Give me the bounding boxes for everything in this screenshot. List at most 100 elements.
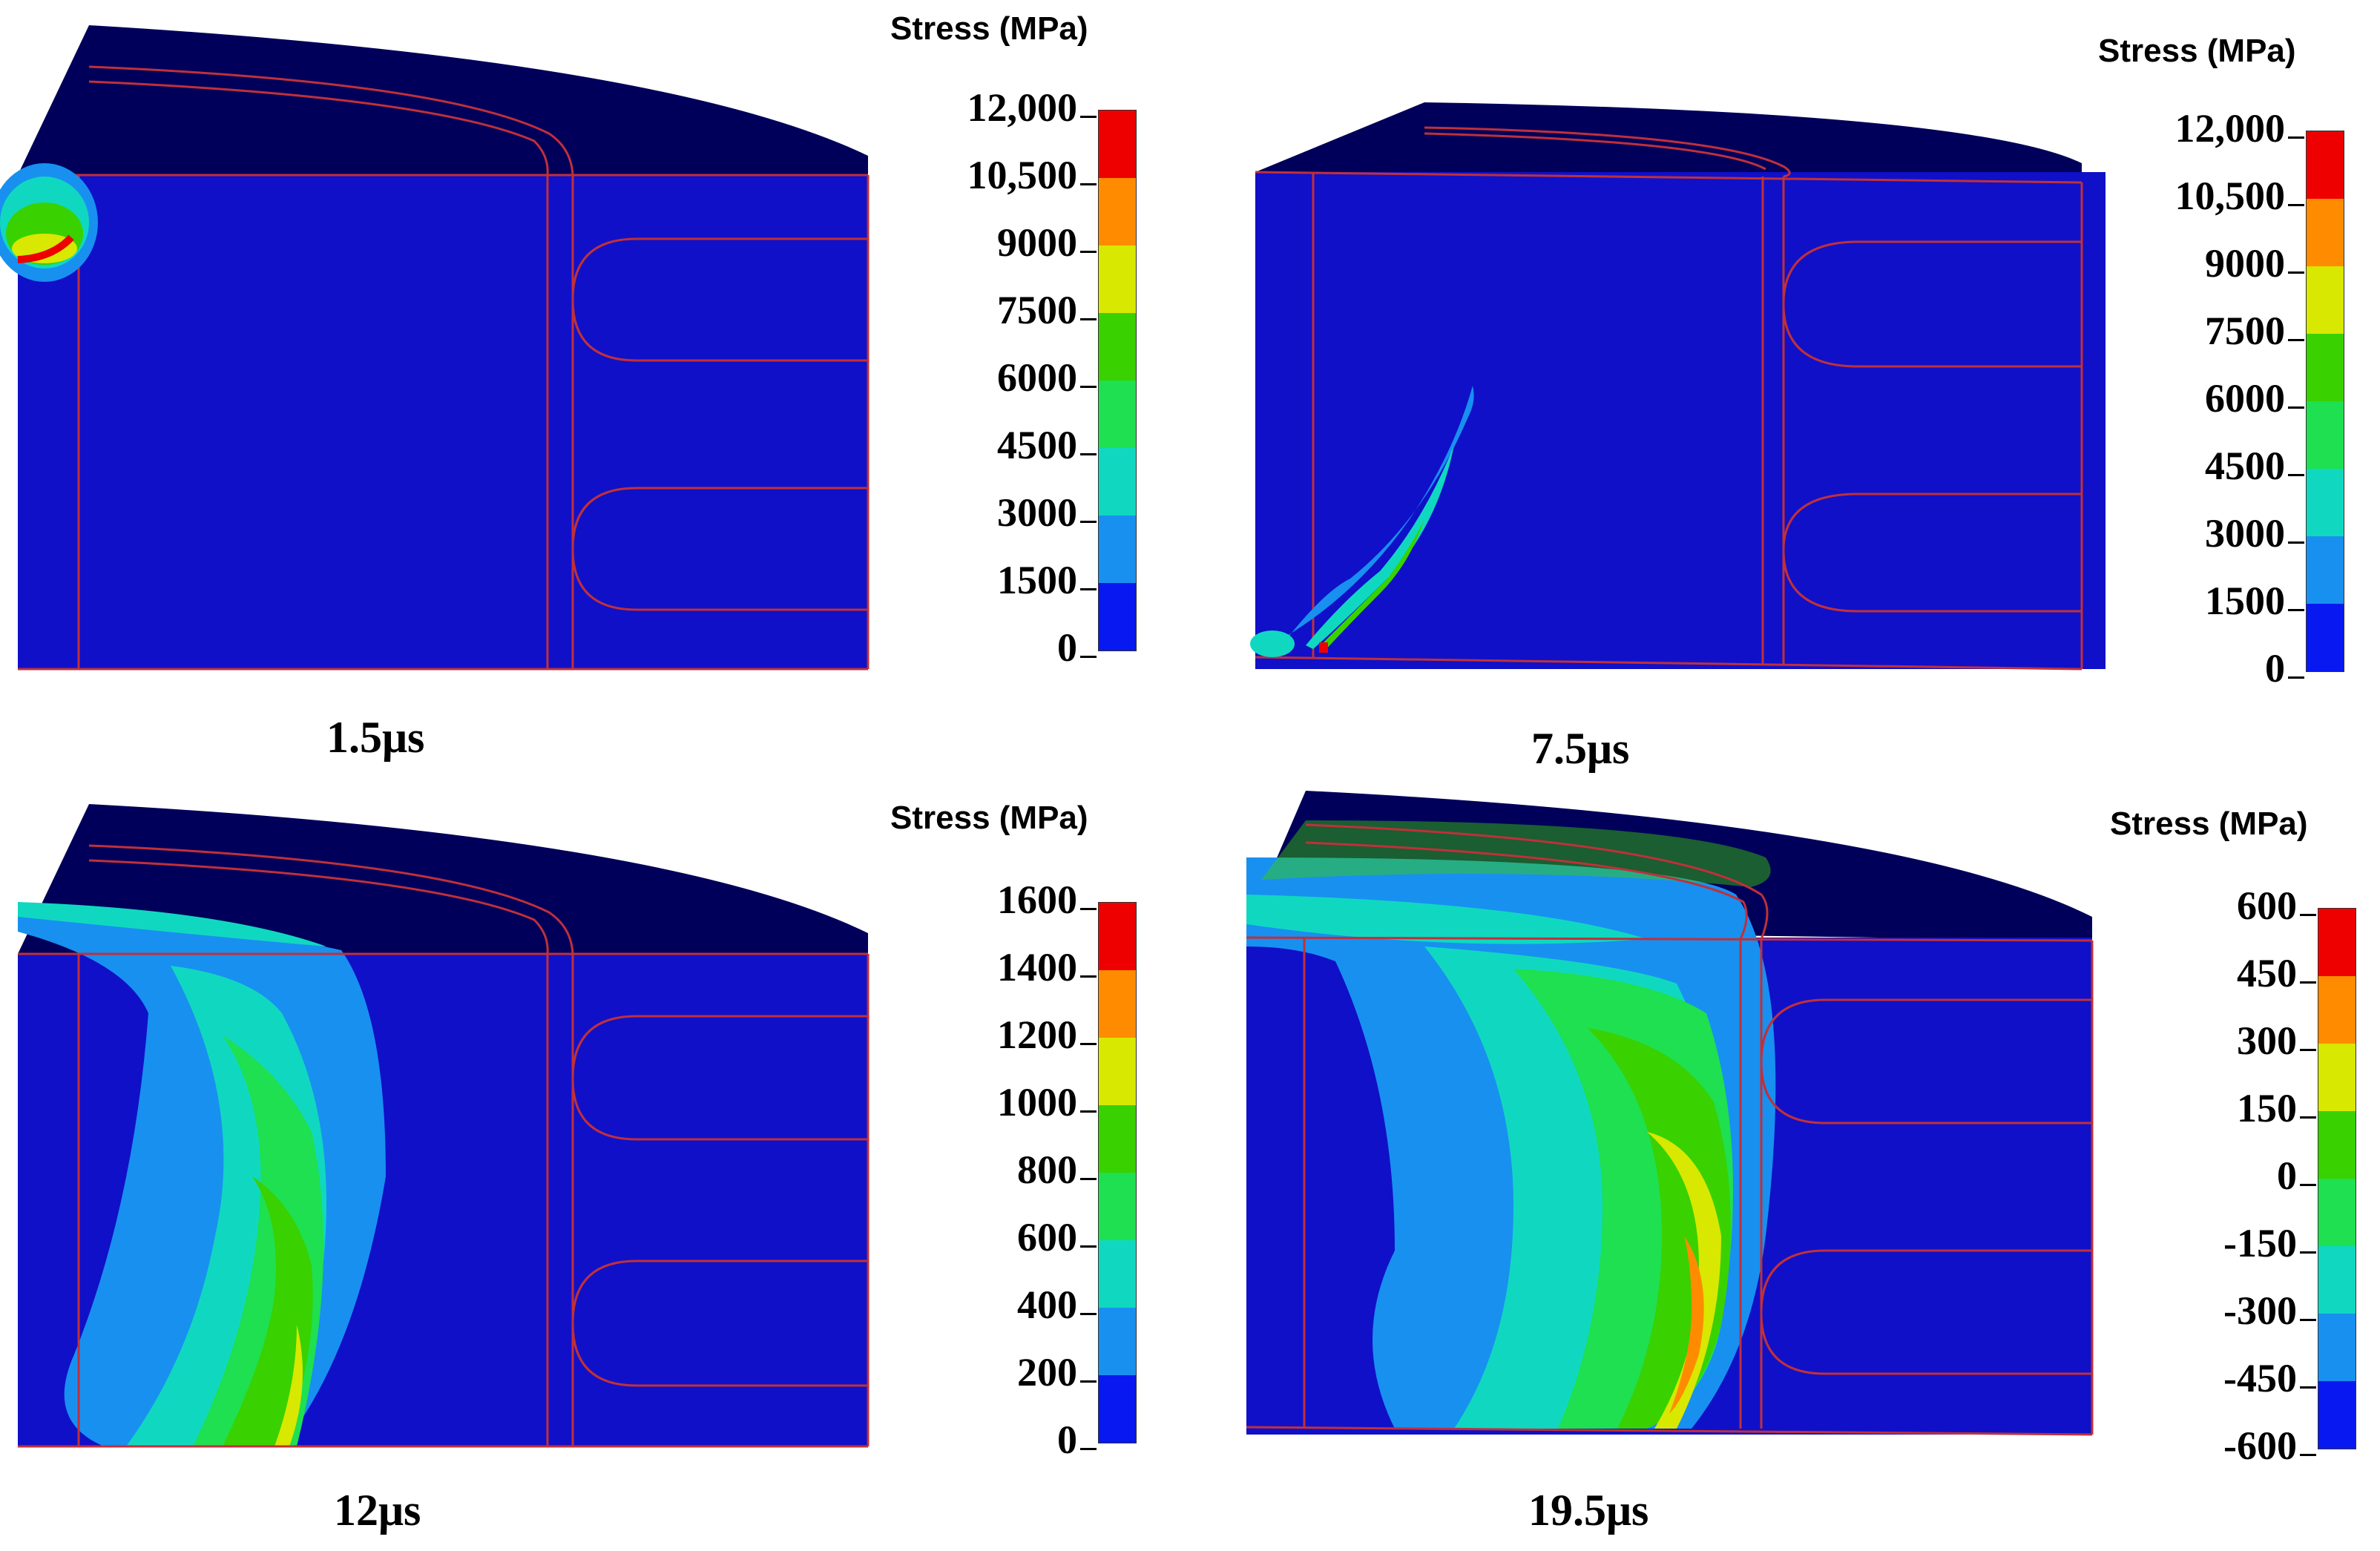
- legend-title-3: Stress (MPa): [890, 800, 1088, 836]
- model-view-4: [1246, 791, 2094, 1436]
- legend-tick-label: -300: [2223, 1288, 2297, 1333]
- legend-tick-label: 7500: [2205, 309, 2285, 353]
- color-swatch: [2307, 536, 2344, 604]
- color-swatch: [2307, 334, 2344, 401]
- legend-tick-label: 0: [1057, 1417, 1077, 1462]
- legend-tick-mark: [1080, 656, 1097, 658]
- legend-tick-mark: [2288, 474, 2304, 476]
- color-swatch: [2318, 909, 2356, 976]
- model-view-3: [18, 804, 870, 1448]
- legend-tick-label: 1500: [997, 558, 1077, 602]
- legend-tick-mark: [1080, 1043, 1097, 1045]
- color-swatch: [2318, 1314, 2356, 1381]
- legend-tick-mark: [2288, 406, 2304, 409]
- legend-tick-mark: [2300, 1049, 2316, 1051]
- legend-tick-mark: [2300, 981, 2316, 984]
- legend-tick-label: 0: [1057, 625, 1077, 670]
- legend-tick-mark: [1080, 318, 1097, 320]
- legend-tick-mark: [2288, 541, 2304, 544]
- legend-tick-mark: [2300, 1386, 2316, 1389]
- legend-tick-label: 12,000: [967, 85, 1078, 130]
- legend-tick-label: 300: [2237, 1018, 2297, 1063]
- legend-tick-mark: [1080, 1448, 1097, 1450]
- legend-tick-label: 200: [1017, 1350, 1077, 1394]
- color-swatch: [2307, 469, 2344, 536]
- legend-tick-mark: [1080, 183, 1097, 185]
- legend-tick-mark: [2300, 914, 2316, 916]
- legend-tick-label: 3000: [997, 490, 1077, 535]
- legend-tick-mark: [1080, 588, 1097, 590]
- outline-lines: [1255, 126, 2083, 671]
- legend-tick-label: 1500: [2205, 579, 2285, 623]
- color-swatch: [1099, 1173, 1136, 1240]
- color-swatch: [1099, 583, 1136, 651]
- color-swatch: [1099, 970, 1136, 1038]
- color-scale-bar-2: [2306, 131, 2344, 672]
- top-face: [1255, 102, 2082, 182]
- legend-title-4: Stress (MPa): [2110, 806, 2308, 842]
- legend-tick-mark: [2288, 609, 2304, 611]
- legend-tick-label: 1600: [997, 877, 1077, 922]
- color-swatch: [2318, 1044, 2356, 1111]
- color-swatch: [2318, 1246, 2356, 1314]
- legend-tick-label: 9000: [997, 220, 1077, 265]
- color-swatch: [2307, 604, 2344, 671]
- color-scale-bar-3: [1098, 902, 1137, 1443]
- stress-hotspot: [0, 163, 98, 282]
- legend-tick-label: 9000: [2205, 241, 2285, 286]
- color-swatch: [1099, 1240, 1136, 1308]
- legend-tick-label: 0: [2265, 646, 2285, 691]
- stress-streak: [1250, 386, 1474, 657]
- legend-tick-label: 1000: [997, 1080, 1077, 1124]
- color-swatch: [1099, 313, 1136, 381]
- color-swatch: [2307, 131, 2344, 199]
- legend-tick-mark: [1080, 908, 1097, 910]
- legend-tick-label: 150: [2237, 1086, 2297, 1130]
- legend-tick-mark: [2288, 271, 2304, 274]
- legend-tick-mark: [2300, 1251, 2316, 1254]
- time-label-1: 1.5μs: [326, 713, 425, 762]
- legend-tick-mark: [1080, 521, 1097, 523]
- legend-tick-label: 800: [1017, 1147, 1077, 1192]
- stress-band: [1246, 820, 1776, 1429]
- legend-tick-label: 4500: [2205, 444, 2285, 488]
- legend-title-1: Stress (MPa): [890, 10, 1088, 47]
- legend-tick-mark: [2288, 204, 2304, 206]
- legend-tick-label: 1400: [997, 945, 1077, 989]
- outline-lines: [18, 844, 870, 1448]
- legend-tick-label: 450: [2237, 951, 2297, 995]
- legend-tick-label: 7500: [997, 288, 1077, 332]
- legend-tick-mark: [1080, 251, 1097, 253]
- color-swatch: [2307, 401, 2344, 469]
- legend-tick-mark: [1080, 1110, 1097, 1113]
- legend-tick-label: 0: [2277, 1153, 2297, 1198]
- legend-tick-mark: [1080, 1380, 1097, 1383]
- legend-tick-label: 6000: [997, 355, 1077, 400]
- legend-title-2: Stress (MPa): [2098, 33, 2296, 69]
- color-swatch: [2307, 199, 2344, 266]
- outline-lines: [18, 65, 870, 671]
- legend-tick-mark: [1080, 453, 1097, 455]
- legend-tick-label: 10,500: [967, 153, 1078, 197]
- legend-tick-label: 3000: [2205, 511, 2285, 556]
- color-swatch: [1099, 1308, 1136, 1375]
- outline-lines: [1246, 823, 2094, 1436]
- color-scale-bar-1: [1098, 110, 1137, 651]
- legend-tick-mark: [1080, 1245, 1097, 1248]
- legend-tick-mark: [2288, 136, 2304, 139]
- color-swatch: [1099, 111, 1136, 178]
- legend-tick-mark: [2288, 339, 2304, 341]
- color-swatch: [1099, 1375, 1136, 1443]
- legend-tick-label: 4500: [997, 423, 1077, 467]
- legend-tick-label: 600: [1017, 1215, 1077, 1259]
- color-swatch: [1099, 246, 1136, 313]
- legend-tick-label: 1200: [997, 1012, 1077, 1057]
- color-swatch: [2318, 976, 2356, 1044]
- legend-tick-mark: [1080, 975, 1097, 978]
- body-face: [18, 175, 868, 669]
- color-swatch: [1099, 381, 1136, 448]
- legend-tick-mark: [2300, 1116, 2316, 1119]
- color-swatch: [1099, 1105, 1136, 1173]
- color-swatch: [2318, 1111, 2356, 1179]
- legend-tick-mark: [1080, 386, 1097, 388]
